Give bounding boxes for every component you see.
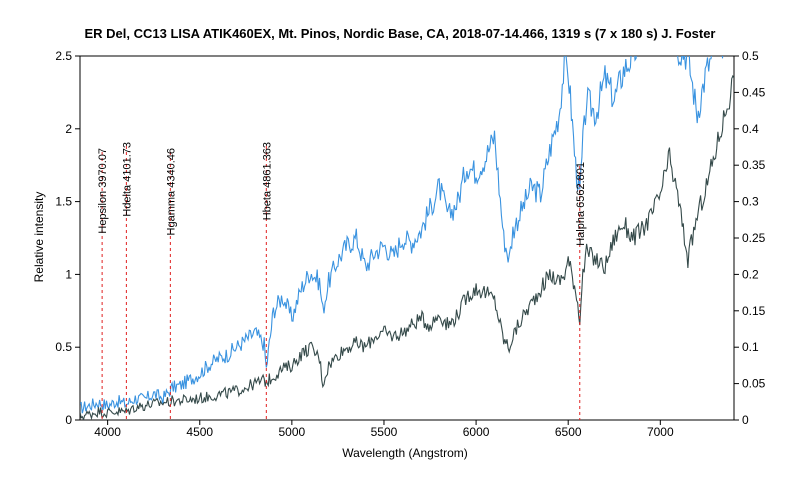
x-tick-label: 4500	[186, 425, 213, 439]
y2-tick-label: 0	[742, 413, 749, 427]
x-tick-label: 6500	[555, 425, 582, 439]
series-line-left-axis	[80, 56, 724, 414]
y2-tick-label: 0.15	[742, 304, 766, 318]
y2-tick-label: 0.45	[742, 85, 766, 99]
spectral-line-label: Hdelta 4101.73	[121, 142, 133, 217]
y2-tick-label: 0.5	[742, 49, 759, 63]
spectral-line-label: Hepsilon 3970.07	[97, 148, 109, 234]
x-tick-label: 4000	[94, 425, 121, 439]
y2-tick-label: 0.1	[742, 340, 759, 354]
y-tick-label: 0.5	[55, 340, 72, 354]
spectral-line-label: Hgamma 4340.46	[165, 148, 177, 235]
y2-tick-label: 0.05	[742, 377, 766, 391]
spectral-line-label: Halpha 6562.801	[575, 162, 587, 246]
y2-tick-label: 0.3	[742, 195, 759, 209]
y-tick-label: 2	[65, 122, 72, 136]
chart-title: ER Del, CC13 LISA ATIK460EX, Mt. Pinos, …	[84, 26, 715, 41]
plot-area: 4000 4500 5000 5500 6000 6500 7000 0 0.5 1 1.5 2 2.5…	[55, 49, 766, 439]
x-tick-label: 7000	[647, 425, 674, 439]
y-tick-label: 0	[65, 413, 72, 427]
y2-tick-label: 0.2	[742, 267, 759, 281]
y-axis-label: Relative intensity	[32, 192, 46, 283]
y-tick-label: 2.5	[55, 49, 72, 63]
series-line-right-axis	[80, 74, 734, 420]
y-tick-label: 1	[65, 267, 72, 281]
x-axis-label: Wavelength (Angstrom)	[342, 446, 468, 460]
x-tick-label: 5000	[279, 425, 306, 439]
x-tick-label: 5500	[371, 425, 398, 439]
y2-tick-label: 0.4	[742, 122, 759, 136]
y-tick-label: 1.5	[55, 195, 72, 209]
y2-tick-label: 0.25	[742, 231, 766, 245]
y2-tick-label: 0.35	[742, 158, 766, 172]
spectral-line-label: Hbeta 4861.363	[261, 142, 273, 220]
x-tick-label: 6000	[463, 425, 490, 439]
